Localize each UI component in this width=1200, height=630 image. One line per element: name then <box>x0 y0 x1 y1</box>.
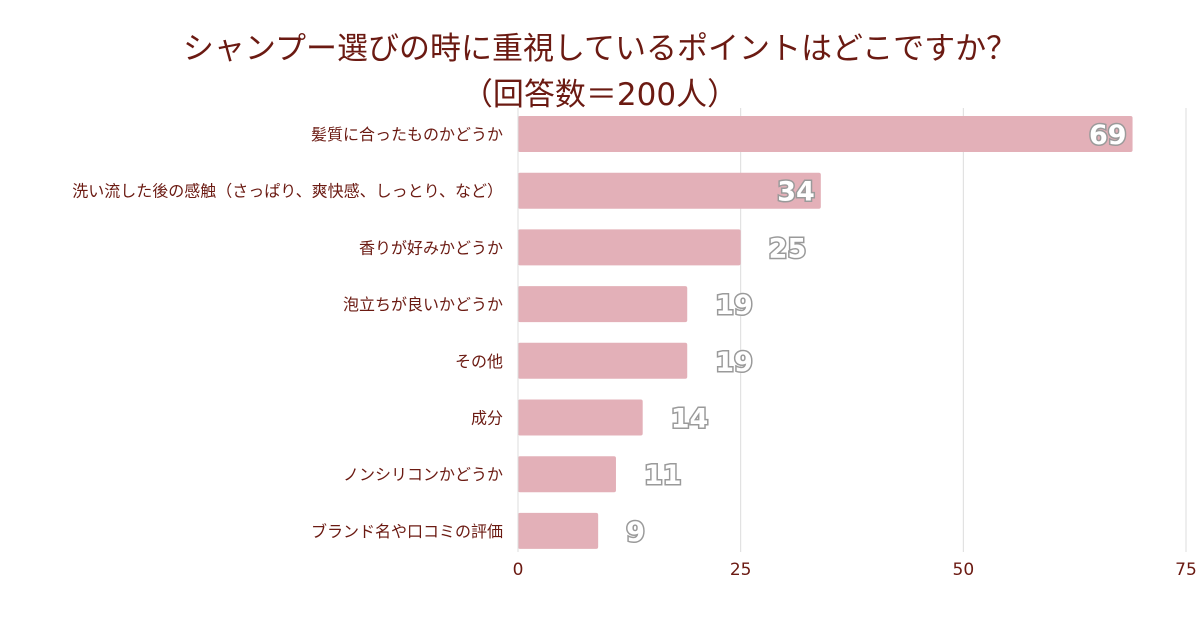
data-label-2: 25 <box>769 233 807 264</box>
category-label-0: 髪質に合ったものかどうか <box>311 125 503 144</box>
chart-title-block: シャンプー選びの時に重視しているポイントはどこですか？ （回答数＝200人） <box>0 26 1200 118</box>
chart-subtitle: （回答数＝200人） <box>461 77 739 113</box>
data-label-3: 19 <box>715 290 753 321</box>
bar-6 <box>518 456 616 493</box>
data-label-6: 11 <box>644 460 682 491</box>
x-tick-label-2: 50 <box>953 560 975 580</box>
category-label-3: 泡立ちが良いかどうか <box>343 295 503 314</box>
data-label-7: 9 <box>626 517 645 548</box>
x-tick-label-1: 25 <box>730 560 752 580</box>
chart-title: シャンプー選びの時に重視しているポイントはどこですか？ <box>182 31 1018 67</box>
category-label-4: その他 <box>455 352 503 371</box>
category-label-1: 洗い流した後の感触（さっぱり、爽快感、しっとり、など） <box>72 182 503 201</box>
bar-3 <box>518 286 688 323</box>
bar-1 <box>518 172 821 209</box>
category-label-2: 香りが好みかどうか <box>359 238 503 257</box>
bar-7 <box>518 512 599 549</box>
category-label-5: 成分 <box>471 409 503 428</box>
category-label-6: ノンシリコンかどうか <box>343 465 503 484</box>
data-label-0: 69 <box>1089 120 1127 151</box>
bar-0 <box>518 116 1133 152</box>
bar-2 <box>518 229 741 266</box>
bar-5 <box>518 399 643 436</box>
x-tick-label-3: 75 <box>1175 560 1197 580</box>
x-tick-label-0: 0 <box>513 560 524 580</box>
data-label-4: 19 <box>715 347 753 378</box>
bar-4 <box>518 342 688 379</box>
data-label-5: 14 <box>671 404 709 435</box>
data-label-1: 34 <box>777 177 815 208</box>
category-label-7: ブランド名や口コミの評価 <box>311 522 503 541</box>
